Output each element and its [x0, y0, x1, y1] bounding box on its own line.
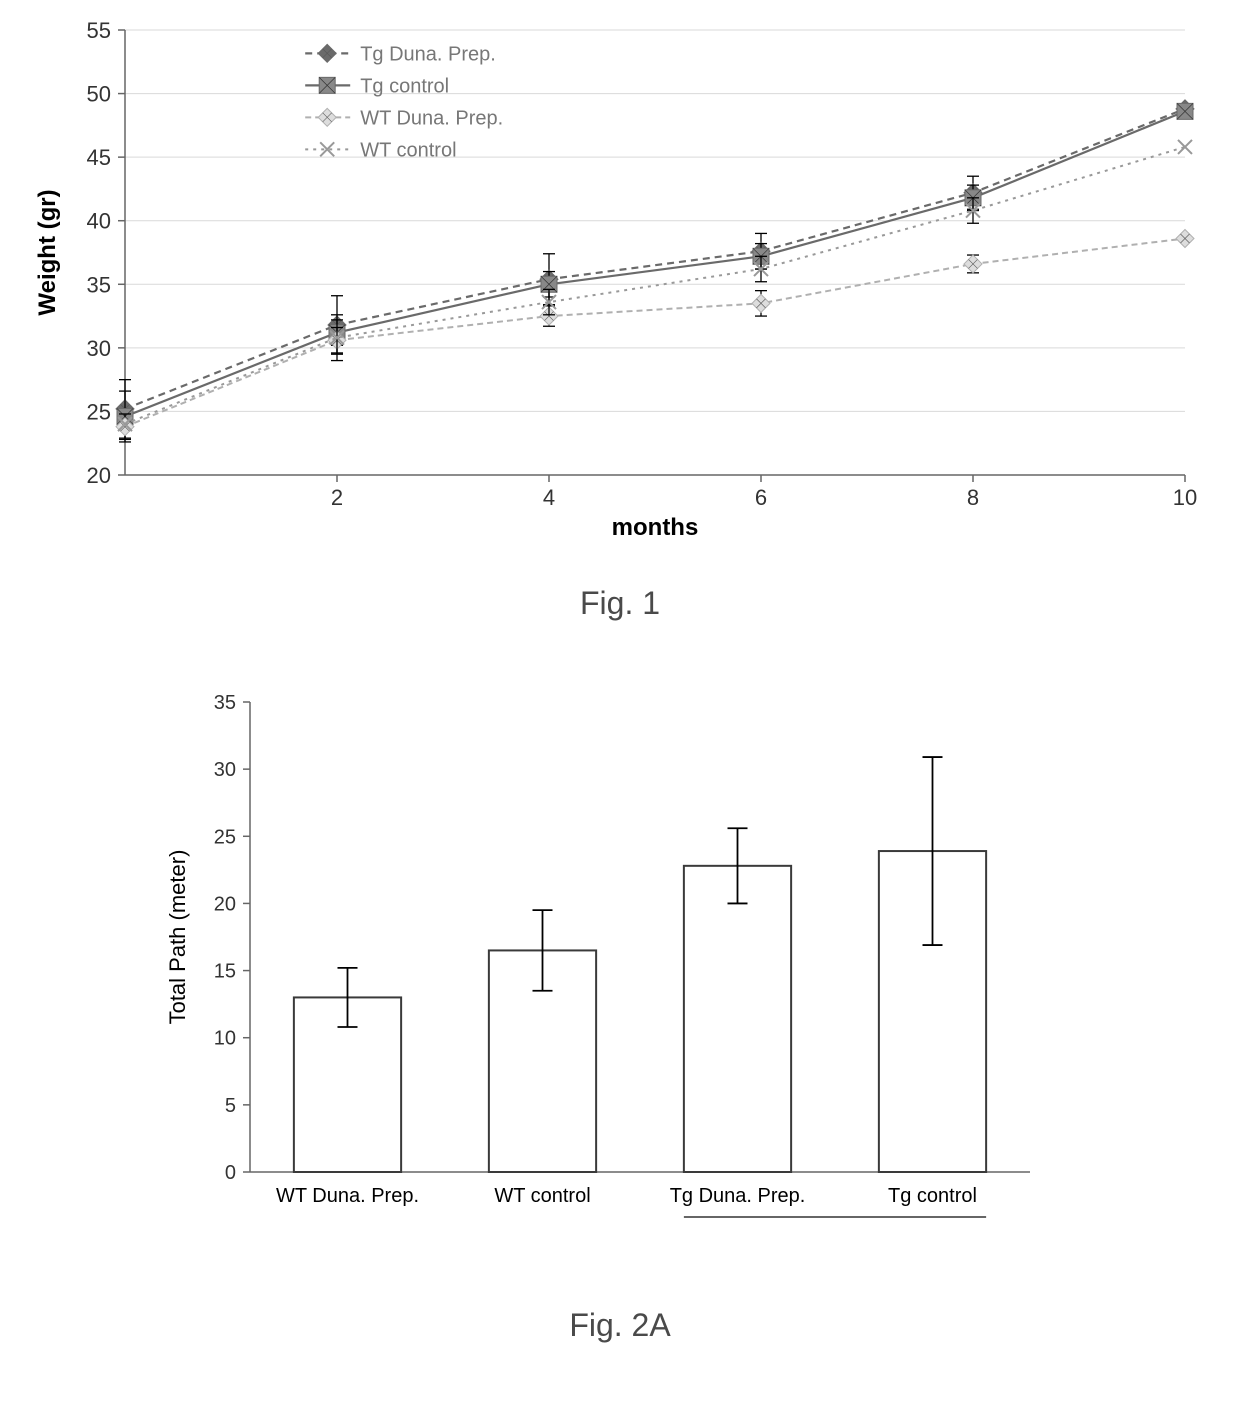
series-wt-duna-prep-	[116, 230, 1194, 440]
bar-tg-control	[879, 757, 986, 1172]
svg-text:10: 10	[214, 1028, 236, 1050]
svg-text:15: 15	[214, 961, 236, 983]
svg-text:2: 2	[331, 485, 343, 510]
svg-text:4: 4	[543, 485, 555, 510]
series-wt-control	[118, 140, 1192, 431]
svg-text:5: 5	[225, 1095, 236, 1117]
bar-tg-duna-prep-	[684, 828, 791, 1172]
svg-text:35: 35	[87, 272, 111, 297]
legend-item: Tg Duna. Prep.	[305, 43, 496, 65]
svg-text:Total Path (meter): Total Path (meter)	[165, 850, 190, 1025]
svg-text:20: 20	[214, 893, 236, 915]
svg-text:Tg Duna. Prep.: Tg Duna. Prep.	[360, 43, 496, 65]
svg-text:Weight (gr): Weight (gr)	[34, 189, 61, 315]
svg-text:50: 50	[87, 82, 111, 107]
svg-text:55: 55	[87, 18, 111, 43]
svg-text:45: 45	[87, 145, 111, 170]
svg-text:6: 6	[755, 485, 767, 510]
bar-wt-duna-prep-	[294, 968, 401, 1172]
svg-text:30: 30	[214, 759, 236, 781]
svg-text:25: 25	[214, 826, 236, 848]
svg-text:10: 10	[1173, 485, 1197, 510]
svg-text:20: 20	[87, 463, 111, 488]
svg-text:0: 0	[225, 1162, 236, 1184]
svg-text:30: 30	[87, 336, 111, 361]
category-label: Tg control	[888, 1185, 977, 1207]
bar-wt-control	[489, 910, 596, 1172]
svg-text:8: 8	[967, 485, 979, 510]
svg-text:25: 25	[87, 399, 111, 424]
svg-text:35: 35	[214, 692, 236, 714]
svg-text:WT control: WT control	[360, 139, 456, 161]
legend-item: WT Duna. Prep.	[305, 107, 503, 129]
total-path-bar-chart: 0 5 10 15 20 25 30 35 Total Path (meter) WT Duna.…	[0, 662, 1240, 1282]
svg-text:months: months	[612, 514, 699, 541]
category-label: WT control	[494, 1185, 590, 1207]
svg-text:40: 40	[87, 209, 111, 234]
category-label: Tg Duna. Prep.	[670, 1185, 806, 1207]
fig1-caption: Fig. 1	[0, 585, 1240, 622]
series-tg-duna-prep-	[116, 100, 1194, 438]
series-tg-control	[117, 103, 1193, 442]
category-label: WT Duna. Prep.	[276, 1185, 419, 1207]
fig2a-caption: Fig. 2A	[0, 1307, 1240, 1344]
svg-text:Tg control: Tg control	[360, 75, 449, 97]
svg-text:WT Duna. Prep.: WT Duna. Prep.	[360, 107, 503, 129]
legend-item: WT control	[305, 139, 456, 161]
weight-line-chart: 20 25 30 35 40 45 50 55 2 4 6 8 10 Weight (gr) months T…	[0, 0, 1240, 560]
